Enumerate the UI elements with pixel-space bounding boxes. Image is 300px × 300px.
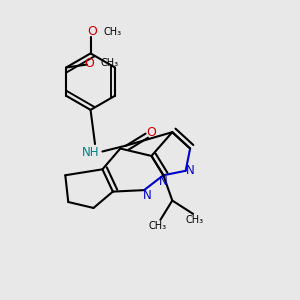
Text: CH₃: CH₃ <box>103 27 122 37</box>
Text: CH₃: CH₃ <box>100 58 119 68</box>
Text: O: O <box>87 25 97 38</box>
Text: N: N <box>159 175 168 188</box>
Text: N: N <box>186 164 194 177</box>
Text: NH: NH <box>82 146 99 160</box>
Text: N: N <box>143 189 152 202</box>
Text: O: O <box>84 57 94 70</box>
Text: O: O <box>146 126 156 139</box>
Text: CH₃: CH₃ <box>148 221 166 231</box>
Text: CH₃: CH₃ <box>185 215 204 225</box>
